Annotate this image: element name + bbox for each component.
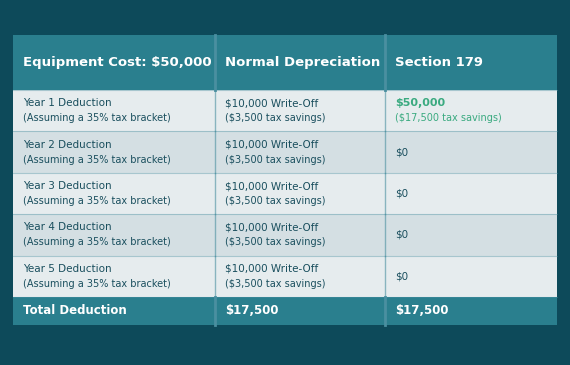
Text: $10,000 Write-Off: $10,000 Write-Off — [225, 222, 318, 233]
Bar — [13, 35, 557, 90]
Text: (Assuming a 35% tax bracket): (Assuming a 35% tax bracket) — [23, 196, 171, 206]
Text: ($3,500 tax savings): ($3,500 tax savings) — [225, 113, 325, 123]
Text: (Assuming a 35% tax bracket): (Assuming a 35% tax bracket) — [23, 113, 171, 123]
Text: $0: $0 — [395, 147, 408, 157]
Text: Year 5 Deduction: Year 5 Deduction — [23, 264, 112, 274]
Text: $10,000 Write-Off: $10,000 Write-Off — [225, 98, 318, 108]
Text: $17,500: $17,500 — [225, 304, 279, 318]
Text: ($3,500 tax savings): ($3,500 tax savings) — [225, 154, 325, 165]
Text: (Assuming a 35% tax bracket): (Assuming a 35% tax bracket) — [23, 154, 171, 165]
Text: (Assuming a 35% tax bracket): (Assuming a 35% tax bracket) — [23, 237, 171, 247]
Text: Year 1 Deduction: Year 1 Deduction — [23, 98, 112, 108]
Bar — [13, 90, 557, 131]
Text: ($17,500 tax savings): ($17,500 tax savings) — [395, 113, 502, 123]
Text: $17,500: $17,500 — [395, 304, 449, 318]
Bar — [13, 131, 557, 173]
Text: Total Deduction: Total Deduction — [23, 304, 127, 318]
Text: Year 3 Deduction: Year 3 Deduction — [23, 181, 112, 191]
Text: $50,000: $50,000 — [395, 98, 445, 108]
Text: $10,000 Write-Off: $10,000 Write-Off — [225, 140, 318, 150]
Text: Equipment Cost: $50,000: Equipment Cost: $50,000 — [23, 56, 211, 69]
Bar — [13, 297, 557, 325]
Text: $10,000 Write-Off: $10,000 Write-Off — [225, 181, 318, 191]
Text: $0: $0 — [395, 188, 408, 199]
Text: $0: $0 — [395, 230, 408, 240]
Bar — [13, 214, 557, 256]
Text: $0: $0 — [395, 271, 408, 281]
Bar — [13, 255, 557, 297]
Text: Normal Depreciation: Normal Depreciation — [225, 56, 380, 69]
Text: Year 4 Deduction: Year 4 Deduction — [23, 222, 112, 233]
Bar — [13, 173, 557, 214]
Text: ($3,500 tax savings): ($3,500 tax savings) — [225, 196, 325, 206]
Text: $10,000 Write-Off: $10,000 Write-Off — [225, 264, 318, 274]
Text: Year 2 Deduction: Year 2 Deduction — [23, 140, 112, 150]
Text: ($3,500 tax savings): ($3,500 tax savings) — [225, 279, 325, 289]
Text: Section 179: Section 179 — [395, 56, 483, 69]
Text: ($3,500 tax savings): ($3,500 tax savings) — [225, 237, 325, 247]
Text: (Assuming a 35% tax bracket): (Assuming a 35% tax bracket) — [23, 279, 171, 289]
